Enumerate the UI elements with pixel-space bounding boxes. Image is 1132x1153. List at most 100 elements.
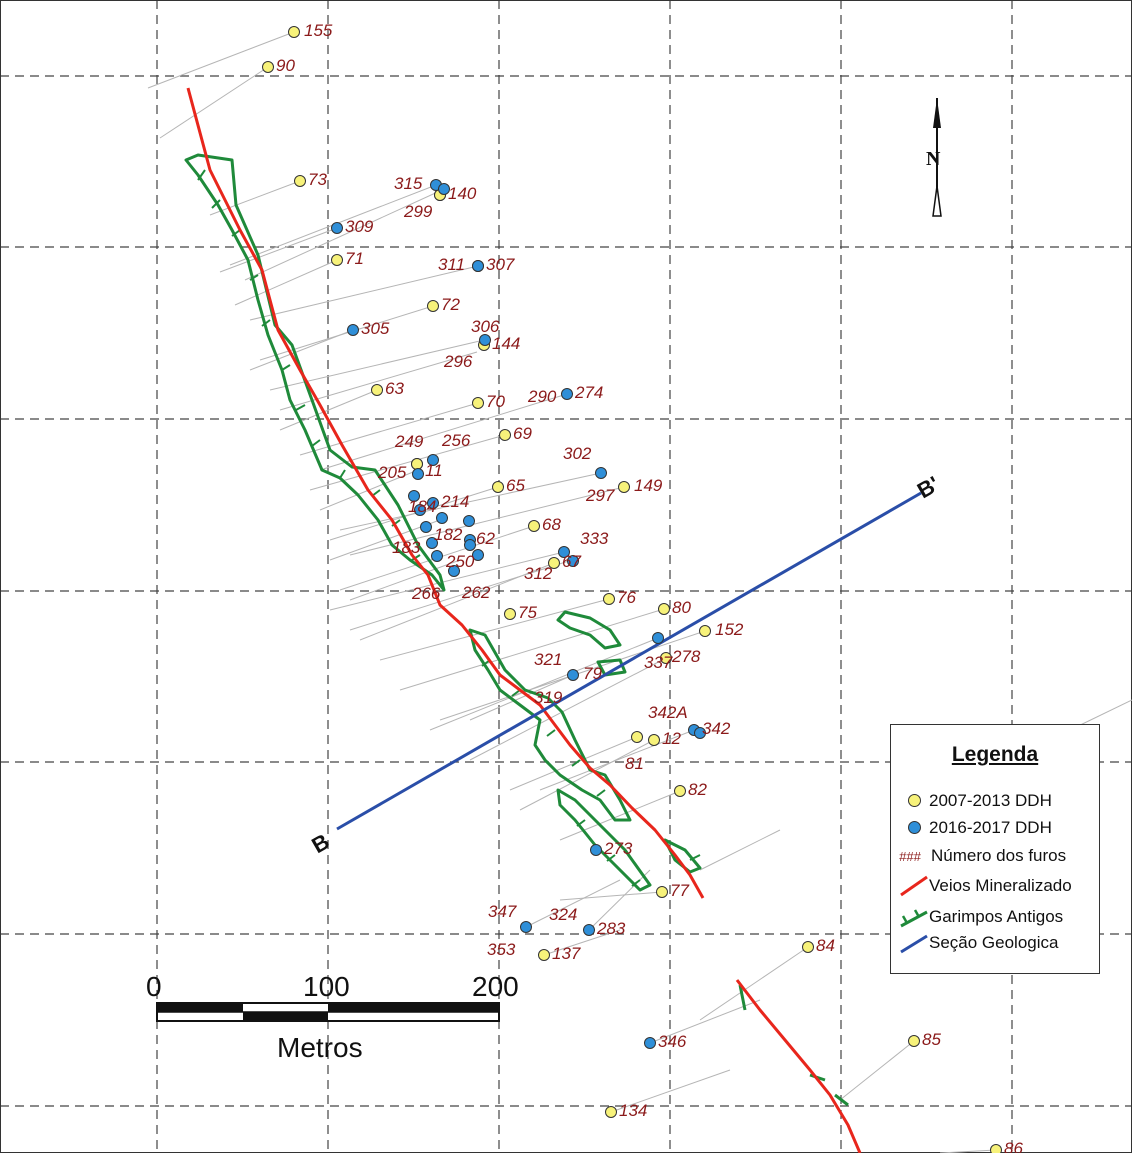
legend-item-secao: Seção Geologica [899,931,1058,955]
drillhole-2016-2017 [567,555,579,567]
drillhole-2007-2013 [331,254,343,266]
scale-tick-100: 100 [303,971,350,1002]
hole-number-label: 262 [461,583,491,602]
drillhole-2007-2013 [288,26,300,38]
hole-number-label: 319 [534,688,563,707]
legend-item-veios: Veios Mineralizado [899,874,1072,898]
drillhole-2016-2017 [438,183,450,195]
scale-tick-200: 200 [472,971,519,1002]
scale-tick-0: 0 [146,971,162,1002]
hole-number-label: 250 [445,552,475,571]
hole-number-label: 183 [392,538,421,557]
drillhole-2016-2017 [590,844,602,856]
hole-number-label: 184 [408,497,436,516]
drillhole-2007-2013 [648,734,660,746]
hole-number-label: 144 [492,334,520,353]
hole-number-label: 71 [345,249,364,268]
drillhole-2016-2017 [472,549,484,561]
drillhole-2007-2013 [472,397,484,409]
scale-bar: 0 100 200 Metros [146,971,519,1063]
drillhole-2016-2017 [427,497,439,509]
hole-number-label: 69 [513,424,532,443]
drillhole-2007-2013 [538,949,550,961]
scale-unit: Metros [277,1032,363,1063]
drillhole-2007-2013 [371,384,383,396]
legend: Legenda 2007-2013 DDH 2016-2017 DDH ### … [890,724,1100,974]
hole-number-label: 73 [308,170,327,189]
drillhole-2007-2013 [660,652,672,664]
drillhole-2007-2013 [699,625,711,637]
holes-2016-2017 [331,179,706,1049]
hole-number-label: 62 [476,529,495,548]
drillhole-2016-2017 [426,537,438,549]
drillhole-2007-2013 [605,1106,617,1118]
drillhole-2016-2017 [595,467,607,479]
drillhole-2016-2017 [479,334,491,346]
drillhole-2007-2013 [618,481,630,493]
legend-item-2016-2017: 2016-2017 DDH [899,816,1052,840]
north-arrow-icon [932,98,942,217]
drillhole-2016-2017 [652,632,664,644]
hole-number-label: 67 [562,552,581,571]
hole-number-label: 315 [394,174,423,193]
hole-number-label: 85 [922,1030,941,1049]
hole-number-label: 149 [634,476,663,495]
drillhole-2016-2017 [408,490,420,502]
drillhole-2007-2013 [492,481,504,493]
hole-number-label: 321 [534,650,562,669]
legend-item-garimpos: Garimpos Antigos [899,905,1063,929]
legend-item-numero: ### Número dos furos [899,846,1067,865]
hole-number-label: 86 [1004,1139,1023,1153]
drillhole-2016-2017 [558,546,570,558]
hole-number-label: 278 [671,647,701,666]
drillhole-2007-2013 [990,1144,1002,1153]
hole-number-label: 324 [549,905,577,924]
legend-item-2007-2013: 2007-2013 DDH [899,789,1052,813]
hole-number-label: 353 [487,940,516,959]
hole-number-label: 266 [411,584,441,603]
drillhole-2007-2013 [802,941,814,953]
hole-number-label: 342A [648,703,688,722]
hole-number-label: 81 [625,754,644,773]
drillhole-2007-2013 [427,300,439,312]
hole-number-label: 82 [688,780,707,799]
drillhole-2007-2013 [908,1035,920,1047]
drillhole-2016-2017 [567,669,579,681]
hole-number-label: 306 [471,317,500,336]
hole-number-label: 273 [603,839,633,858]
hole-number-label: 182 [434,525,463,544]
drillhole-2007-2013 [656,886,668,898]
hole-number-label: 347 [488,902,517,921]
hole-number-label: 312 [524,564,553,583]
drillhole-2016-2017 [561,388,573,400]
green-tick-line-icon [900,909,928,928]
hole-number-label: 333 [580,529,609,548]
hole-number-label: 309 [345,217,374,236]
hole-number-label: 134 [619,1101,647,1120]
drillhole-2016-2017 [448,565,460,577]
drillhole-2007-2013 [262,61,274,73]
hole-number-label: 337 [644,653,673,672]
yellow-dot-icon [908,794,921,807]
hole-number-label: 297 [585,486,615,505]
drillhole-2016-2017 [463,515,475,527]
drillhole-2007-2013 [548,557,560,569]
drillhole-2007-2013 [603,593,615,605]
blue-line-icon [900,934,928,954]
hole-number-label: 70 [486,392,505,411]
north-label: N [926,148,941,170]
drillhole-2016-2017 [414,504,426,516]
hole-number-label: 249 [394,432,424,451]
drillhole-2016-2017 [644,1037,656,1049]
legend-title: Legenda [951,743,1039,766]
hole-number-label: 214 [440,492,469,511]
hole-number-label: 12 [662,729,681,748]
section-end-label: B' [913,471,944,503]
hole-number-label: 155 [304,21,333,40]
hole-number-label: 283 [596,919,626,938]
hole-number-label: 311 [438,255,465,274]
drillhole-2016-2017 [331,222,343,234]
hole-number-label: 75 [518,603,537,622]
